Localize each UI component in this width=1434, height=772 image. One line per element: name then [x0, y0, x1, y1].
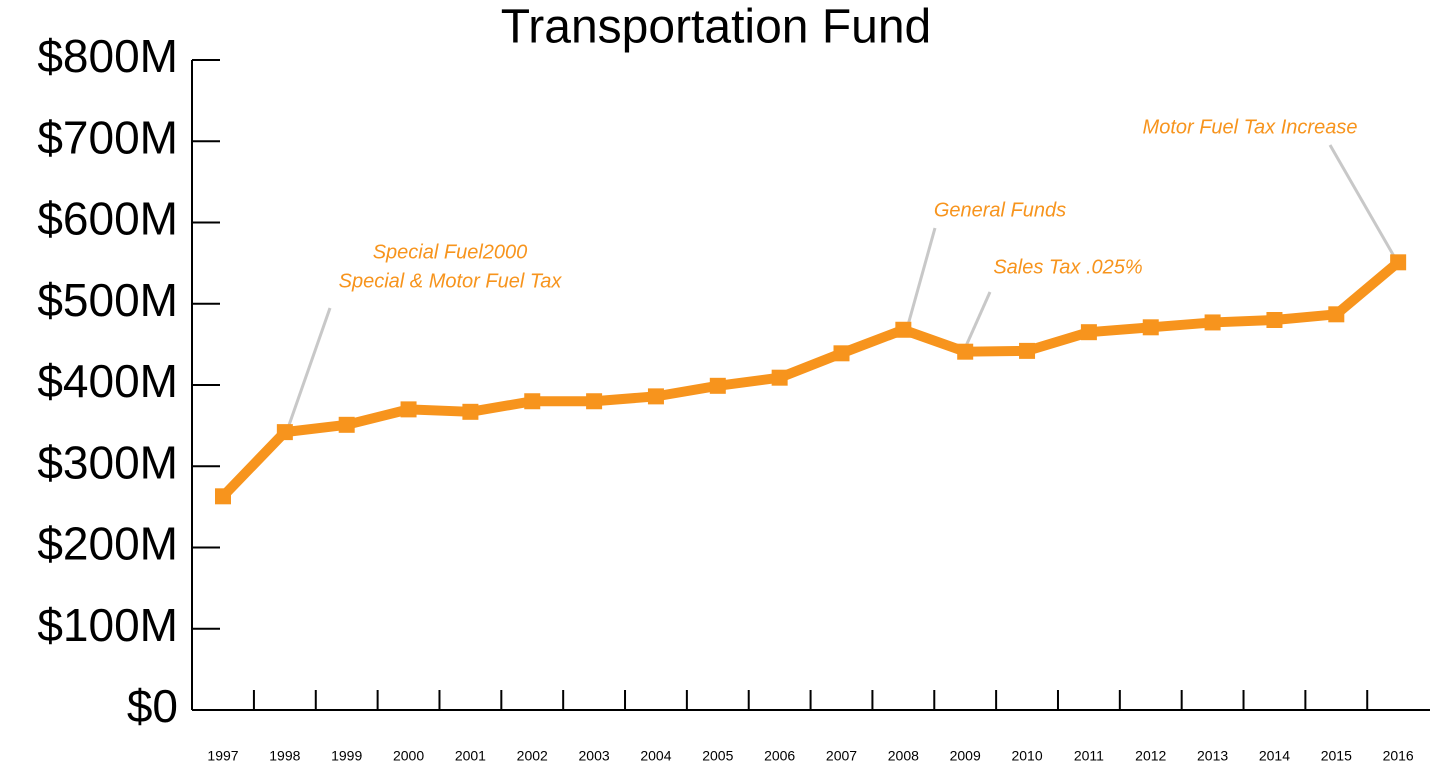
x-tick-label: 2005 — [702, 748, 733, 764]
annotation: Special Fuel2000 — [373, 241, 528, 263]
x-tick-label: 2002 — [517, 748, 548, 764]
data-point — [709, 377, 726, 394]
data-point — [1019, 342, 1036, 359]
x-tick-label: 2010 — [1011, 748, 1042, 764]
data-point — [1142, 319, 1159, 336]
data-point — [338, 416, 355, 433]
series-line — [219, 258, 1402, 500]
x-tick-label: 2015 — [1321, 748, 1352, 764]
y-tick-label: $0 — [127, 680, 178, 732]
x-tick-label: 2013 — [1197, 748, 1228, 764]
x-tick-label: 2007 — [826, 748, 857, 764]
data-point — [957, 343, 974, 360]
data-point — [400, 401, 417, 418]
y-tick-label: $200M — [37, 518, 178, 570]
x-tick-label: 2006 — [764, 748, 795, 764]
data-point — [895, 321, 912, 338]
annotation-leader — [964, 291, 992, 347]
y-tick-label: $600M — [37, 193, 178, 245]
x-tick-label: 1999 — [331, 748, 362, 764]
x-tick-label: 2014 — [1259, 748, 1290, 764]
data-point — [276, 424, 293, 441]
y-tick-label: $300M — [37, 436, 178, 488]
x-tick-label: 2003 — [579, 748, 610, 764]
data-point — [833, 345, 850, 362]
data-point — [462, 403, 479, 420]
data-point — [215, 488, 231, 505]
annotation-leader — [906, 227, 937, 326]
chart-title: Transportation Fund — [501, 1, 931, 54]
data-point — [647, 388, 664, 405]
x-tick-label: 1998 — [269, 748, 300, 764]
y-tick-label: $100M — [37, 599, 178, 651]
data-point — [1080, 324, 1097, 341]
data-point — [771, 369, 788, 386]
data-point — [524, 393, 541, 410]
data-point — [1390, 254, 1407, 271]
data-point — [1266, 312, 1283, 328]
x-tick-label: 1997 — [207, 748, 238, 764]
y-tick-label: $400M — [37, 355, 178, 407]
x-tick-label: 2016 — [1383, 748, 1414, 764]
annotation: General Funds — [934, 199, 1066, 221]
y-tick-label: $500M — [37, 274, 178, 326]
x-tick-label: 2008 — [888, 748, 919, 764]
x-tick-label: 2011 — [1074, 748, 1104, 764]
annotation: Sales Tax .025% — [993, 256, 1142, 278]
y-tick-label: $700M — [37, 111, 178, 163]
data-point — [586, 393, 603, 410]
x-tick-label: 2001 — [455, 748, 486, 764]
y-tick-label: $800M — [37, 30, 178, 82]
annotation-leader — [286, 307, 332, 429]
annotation-leader — [1328, 144, 1397, 259]
x-tick-label: 2009 — [950, 748, 981, 764]
data-point — [1328, 306, 1345, 323]
annotation: Special & Motor Fuel Tax — [339, 270, 563, 292]
x-tick-label: 2004 — [640, 748, 671, 764]
annotation: Motor Fuel Tax Increase — [1143, 116, 1358, 138]
x-tick-label: 2000 — [393, 748, 424, 764]
x-tick-label: 2012 — [1135, 748, 1166, 764]
data-point — [1204, 314, 1221, 331]
